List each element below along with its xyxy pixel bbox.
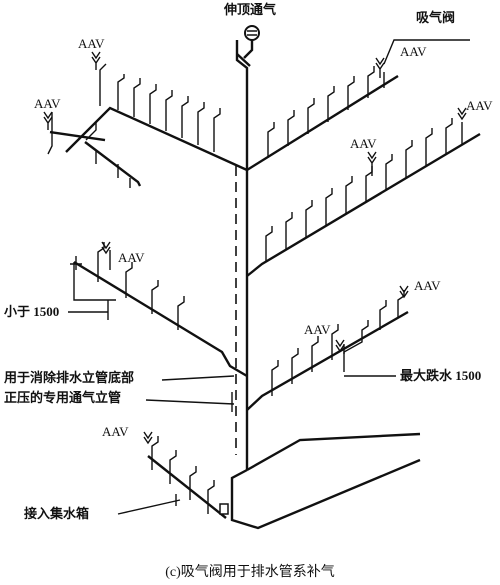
dedicated-vent-label: 用于消除排水立管底部 <box>3 370 134 385</box>
aav-valve-icon <box>375 39 470 78</box>
max-drop-label: 最大跌水 1500 <box>400 368 481 383</box>
aav-label: AAV <box>350 136 377 151</box>
aav-valve-icon <box>91 51 101 70</box>
bottom-drain <box>230 432 421 530</box>
less-than-label: 小于 1500 <box>4 304 59 319</box>
aav-label: AAV <box>78 36 105 51</box>
aav-label: AAV <box>414 278 441 293</box>
main-stack <box>235 40 251 470</box>
dedicated-vent-stack <box>231 166 237 455</box>
branch-lower-left <box>147 436 229 519</box>
aav-valve-icon <box>143 431 153 445</box>
branch-lower-right <box>246 290 409 411</box>
roof-vent-pipe <box>243 40 254 59</box>
roof-vent-label: 伸顶通气 <box>223 2 276 17</box>
branch-upper-right <box>246 66 399 172</box>
dedicated-vent-label-line2: 正压的专用通气立管 <box>4 390 121 405</box>
figure-caption: (c)吸气阀用于排水管系补气 <box>165 564 335 580</box>
aav-label: AAV <box>34 96 61 111</box>
branch-middle-left <box>70 242 248 378</box>
aav-label: AAV <box>118 250 145 265</box>
aav-valve-icon <box>101 241 111 255</box>
aav-label: AAV <box>304 322 331 337</box>
to-tank-label: 接入集水箱 <box>24 506 89 521</box>
aav-valve-icon <box>399 285 409 299</box>
aav-valve-icon <box>367 151 377 176</box>
aav-label: AAV <box>466 98 493 113</box>
branch-upper-left <box>47 63 248 188</box>
aav-label: AAV <box>400 44 427 59</box>
roof-vent-cap-icon <box>244 25 260 41</box>
aav-valve-icon <box>335 339 345 353</box>
leader-lines <box>68 311 396 515</box>
aav-label: AAV <box>102 424 129 439</box>
air-admittance-valve-label: 吸气阀 <box>416 10 455 25</box>
branch-middle-right <box>246 118 481 277</box>
aav-valve-icon <box>43 111 53 130</box>
aav-valve-icon <box>457 107 467 121</box>
